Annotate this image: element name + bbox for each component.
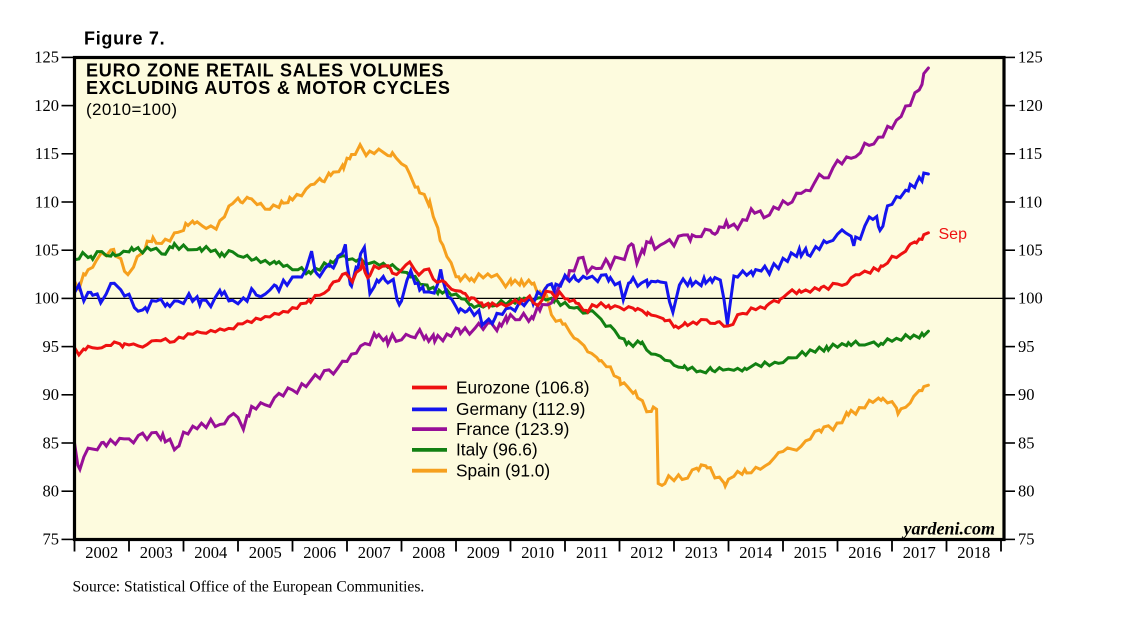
svg-text:2008: 2008 (412, 543, 445, 562)
svg-text:Italy (96.6): Italy (96.6) (456, 440, 538, 460)
svg-text:2005: 2005 (249, 543, 282, 562)
svg-text:110: 110 (35, 192, 59, 211)
svg-text:2011: 2011 (576, 543, 608, 562)
svg-text:EXCLUDING AUTOS & MOTOR CYCLES: EXCLUDING AUTOS & MOTOR CYCLES (86, 78, 451, 98)
svg-text:85: 85 (43, 433, 60, 452)
svg-text:2015: 2015 (794, 543, 827, 562)
svg-text:2012: 2012 (630, 543, 663, 562)
svg-text:Germany (112.9): Germany (112.9) (456, 399, 585, 419)
svg-text:85: 85 (1018, 433, 1035, 452)
svg-text:90: 90 (1018, 385, 1035, 404)
svg-text:Spain (91.0): Spain (91.0) (456, 461, 550, 481)
svg-text:105: 105 (34, 241, 59, 260)
svg-text:95: 95 (43, 337, 60, 356)
svg-text:yardeni.com: yardeni.com (902, 519, 996, 539)
svg-text:80: 80 (1018, 482, 1035, 501)
svg-text:100: 100 (34, 289, 59, 308)
svg-text:125: 125 (34, 48, 59, 67)
svg-text:2003: 2003 (140, 543, 173, 562)
svg-text:France (123.9): France (123.9) (456, 419, 569, 439)
svg-text:2014: 2014 (739, 543, 772, 562)
svg-text:80: 80 (43, 482, 60, 501)
svg-text:2013: 2013 (685, 543, 718, 562)
svg-text:125: 125 (1018, 48, 1043, 67)
svg-text:Source: Statistical Office of: Source: Statistical Office of the Europe… (73, 579, 425, 596)
svg-text:95: 95 (1018, 337, 1035, 356)
svg-text:75: 75 (1018, 530, 1035, 549)
svg-text:100: 100 (1018, 289, 1043, 308)
svg-text:120: 120 (1018, 96, 1043, 115)
svg-text:Sep: Sep (939, 226, 968, 243)
svg-text:Eurozone (106.8): Eurozone (106.8) (456, 377, 590, 397)
svg-text:2010: 2010 (521, 543, 554, 562)
svg-text:2002: 2002 (85, 543, 118, 562)
svg-text:2017: 2017 (903, 543, 936, 562)
svg-text:2004: 2004 (194, 543, 227, 562)
svg-text:2016: 2016 (848, 543, 881, 562)
svg-text:120: 120 (34, 96, 59, 115)
svg-text:105: 105 (1018, 241, 1043, 260)
svg-text:2009: 2009 (467, 543, 500, 562)
svg-text:Figure 7.: Figure 7. (84, 29, 165, 49)
svg-text:(2010=100): (2010=100) (86, 100, 177, 119)
svg-text:75: 75 (43, 530, 60, 549)
svg-text:115: 115 (1018, 144, 1042, 163)
svg-text:EURO ZONE RETAIL SALES VOLUMES: EURO ZONE RETAIL SALES VOLUMES (86, 61, 444, 81)
svg-text:110: 110 (1018, 192, 1042, 211)
svg-text:2006: 2006 (303, 543, 336, 562)
svg-text:2018: 2018 (957, 543, 990, 562)
svg-text:2007: 2007 (358, 543, 391, 562)
svg-text:115: 115 (35, 144, 59, 163)
svg-text:90: 90 (43, 385, 60, 404)
